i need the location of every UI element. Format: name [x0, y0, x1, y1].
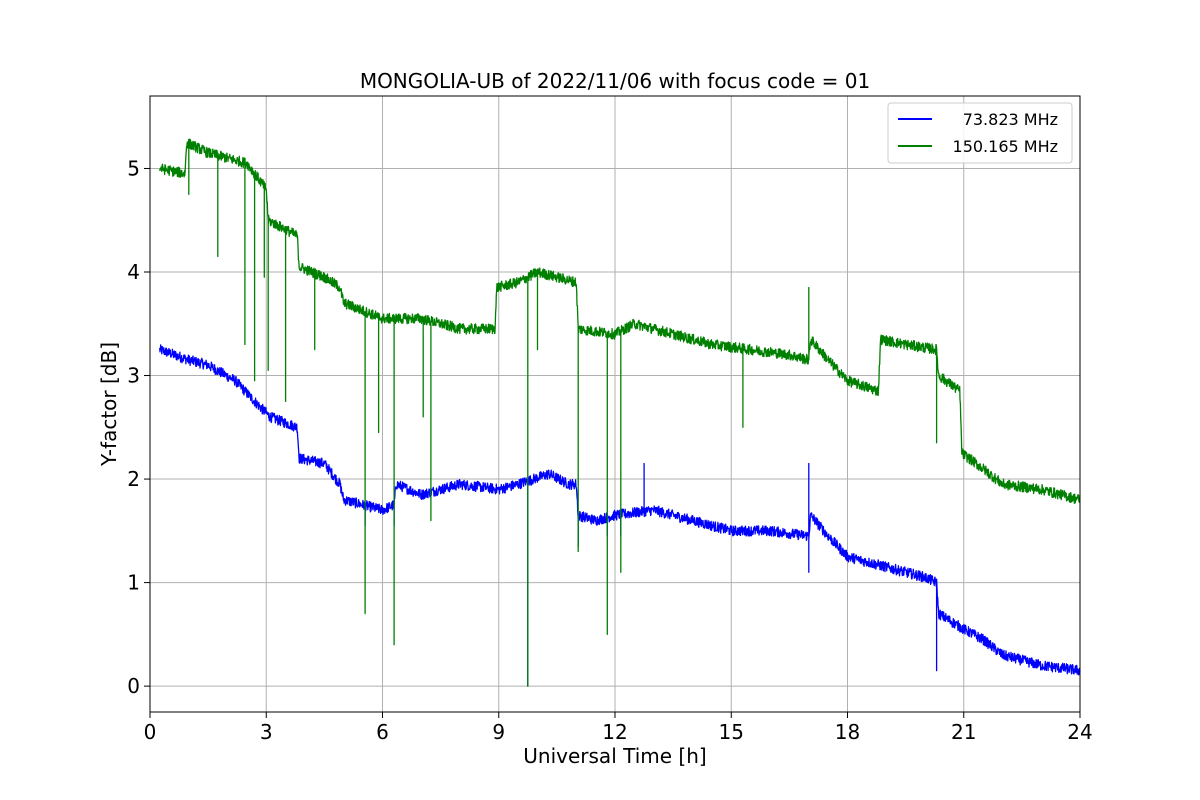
y-tick-label: 0: [127, 674, 140, 698]
x-tick-label: 15: [719, 720, 744, 744]
x-tick-label: 3: [260, 720, 273, 744]
y-tick-label: 3: [127, 364, 140, 388]
legend: 73.823 MHz 150.165 MHz: [887, 102, 1073, 164]
series-line-2: [159, 138, 1081, 687]
x-tick-label: 24: [1067, 720, 1092, 744]
x-tick-label: 9: [492, 720, 505, 744]
y-tick-label: 2: [127, 467, 140, 491]
y-tick-label: 5: [127, 156, 140, 180]
y-tick-label: 4: [127, 260, 140, 284]
y-axis-label: Y-factor [dB]: [97, 342, 121, 467]
grid: [149, 96, 1081, 712]
series-layer: [159, 138, 1081, 687]
series-line-1: [159, 344, 1081, 687]
x-axis-label: Universal Time [h]: [523, 744, 706, 768]
x-tick-label: 6: [376, 720, 389, 744]
legend-box: [887, 102, 1073, 164]
x-tick-label: 12: [602, 720, 627, 744]
x-tick-label: 21: [951, 720, 976, 744]
legend-label: 73.823 MHz: [963, 110, 1058, 129]
x-tick-label: 18: [835, 720, 860, 744]
chart-title: MONGOLIA-UB of 2022/11/06 with focus cod…: [360, 69, 870, 93]
y-tick-label: 1: [127, 571, 140, 595]
x-tick-label: 0: [144, 720, 157, 744]
legend-label: 150.165 MHz: [953, 137, 1058, 156]
